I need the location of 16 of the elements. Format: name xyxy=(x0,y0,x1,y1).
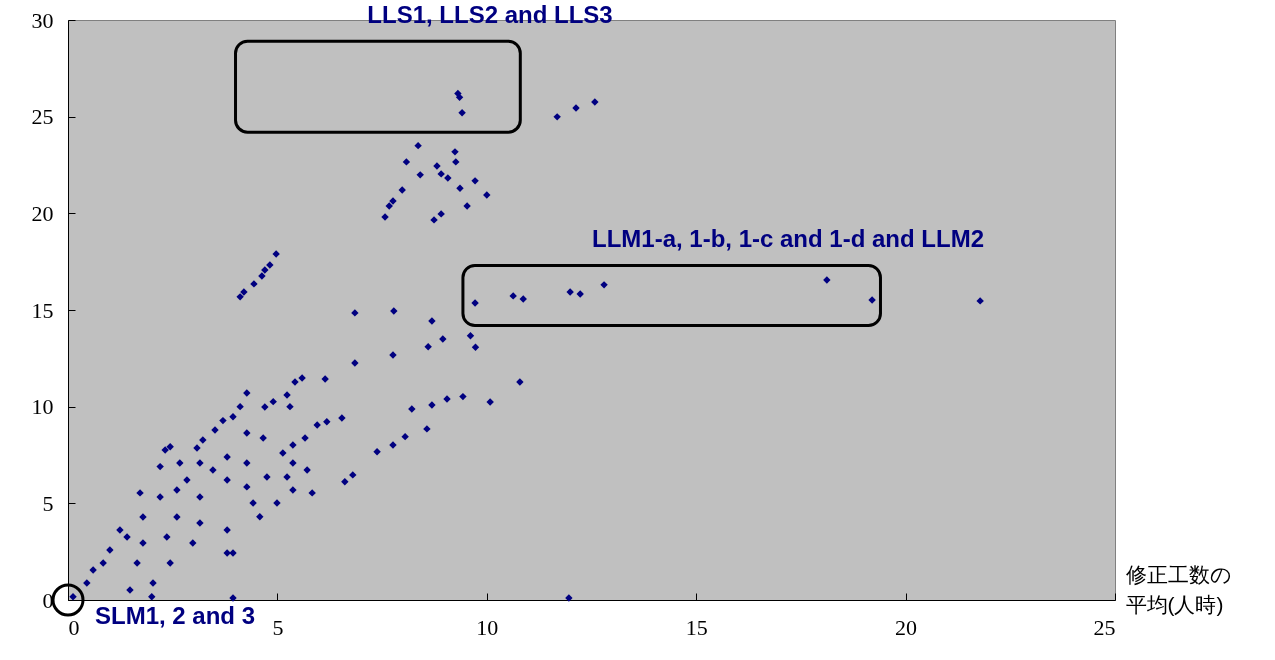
x-tick-label: 20 xyxy=(895,614,918,640)
x-tick-label: 0 xyxy=(68,614,80,640)
annotation: LLS1, LLS2 and LLS3 xyxy=(367,1,613,28)
y-tick-label: 5 xyxy=(42,490,54,516)
y-tick-label: 30 xyxy=(31,7,54,33)
x-tick-label: 15 xyxy=(685,614,708,640)
x-tick-label: 5 xyxy=(272,614,284,640)
text: SLM1, 2 and 3 xyxy=(95,602,256,629)
y-tick-label: 25 xyxy=(31,104,54,130)
y-tick-label: 15 xyxy=(31,297,54,323)
x-tick-label: 10 xyxy=(476,614,499,640)
x-axis-title: 修正工数の平均(人時) xyxy=(1125,562,1232,616)
x-tick-label: 25 xyxy=(1093,614,1116,640)
y-tick-label: 10 xyxy=(31,394,54,420)
annotation: LLM1-a, 1-b, 1-c and 1-d and LLM2 xyxy=(591,225,985,252)
y-tick-label: 20 xyxy=(31,200,54,226)
